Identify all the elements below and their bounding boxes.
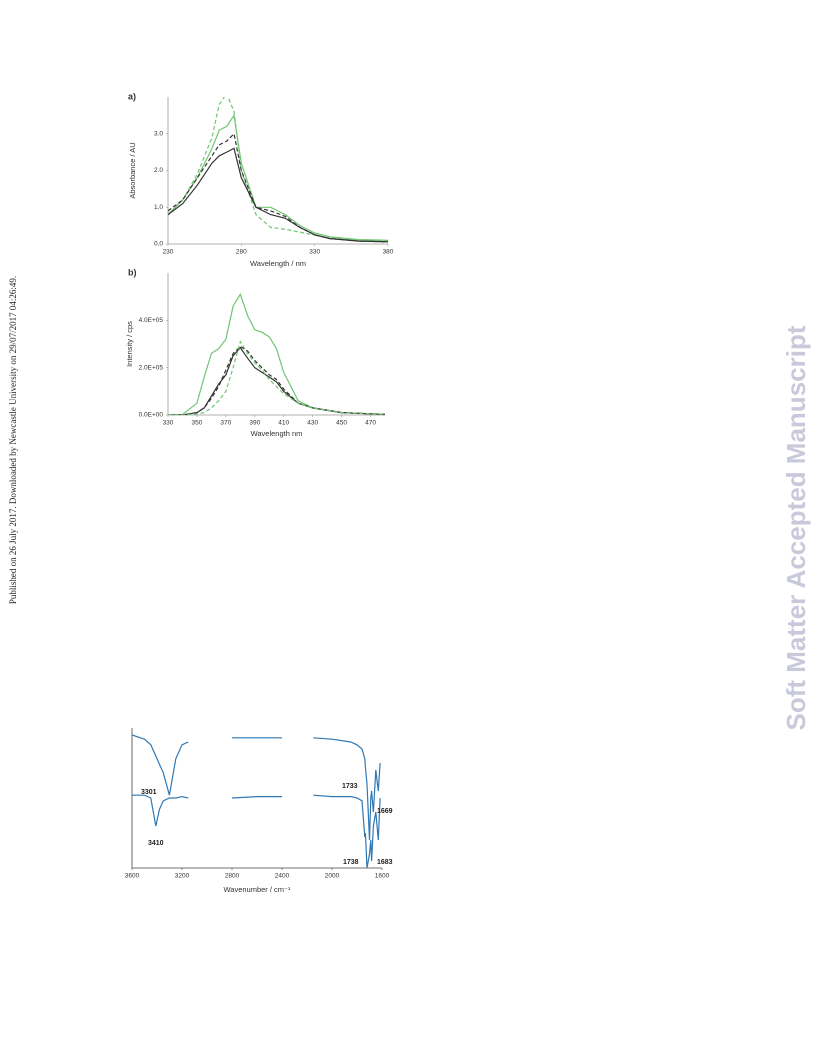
peak-label: 1683 [377, 859, 393, 866]
sidebar-text: Published on 26 July 2017. Downloaded by… [8, 276, 18, 604]
x-tick-label: 390 [249, 420, 260, 427]
data-line [168, 345, 385, 415]
peak-label: 1738 [343, 859, 359, 866]
y-tick-label: 2.0 [154, 167, 163, 174]
x-tick-label: 2800 [225, 873, 240, 880]
peak-label: 1669 [377, 808, 393, 815]
peak-label: 3410 [148, 840, 164, 847]
watermark: Soft Matter Accepted Manuscript [781, 325, 811, 730]
data-line [168, 147, 388, 243]
y-tick-label: 4.0E+05 [139, 317, 164, 324]
y-tick-label: 1.0 [154, 204, 163, 211]
x-tick-label: 430 [307, 420, 318, 427]
x-tick-label: 370 [220, 420, 231, 427]
x-tick-label: 380 [383, 249, 394, 256]
x-tick-label: 2400 [275, 873, 290, 880]
panel-label: a) [128, 91, 136, 101]
peak-label: 3301 [141, 789, 157, 796]
data-line [168, 97, 388, 242]
data-line [132, 734, 381, 841]
x-tick-label: 410 [278, 420, 289, 427]
x-tick-label: 230 [163, 249, 174, 256]
x-tick-label: 450 [336, 420, 347, 427]
y-axis-label: Intensity / cps [125, 321, 134, 367]
x-axis-label: Wavenumber / cm⁻¹ [223, 885, 291, 894]
x-tick-label: 2000 [325, 873, 340, 880]
peak-label: 1733 [342, 783, 358, 790]
data-line [168, 132, 388, 243]
data-line [168, 113, 388, 241]
x-axis-label: Wavelength nm [251, 429, 303, 438]
x-tick-label: 1600 [375, 873, 390, 880]
x-tick-label: 330 [163, 420, 174, 427]
data-line [168, 340, 385, 415]
x-axis-label: Wavelength / nm [250, 259, 306, 268]
y-tick-label: 2.0E+05 [139, 364, 164, 371]
y-tick-label: 3.0 [154, 130, 163, 137]
x-tick-label: 3200 [175, 873, 190, 880]
x-tick-label: 470 [365, 420, 376, 427]
y-tick-label: 0.0E+00 [139, 412, 164, 419]
x-tick-label: 3600 [125, 873, 140, 880]
data-line [168, 346, 385, 415]
data-line [132, 794, 381, 868]
y-axis-label: Absorbance / AU [128, 142, 137, 198]
y-tick-label: 0.0 [154, 241, 163, 248]
data-line [168, 292, 385, 415]
x-tick-label: 280 [236, 249, 247, 256]
x-tick-label: 350 [192, 420, 203, 427]
panel-label: b) [128, 267, 137, 277]
x-tick-label: 330 [309, 249, 320, 256]
